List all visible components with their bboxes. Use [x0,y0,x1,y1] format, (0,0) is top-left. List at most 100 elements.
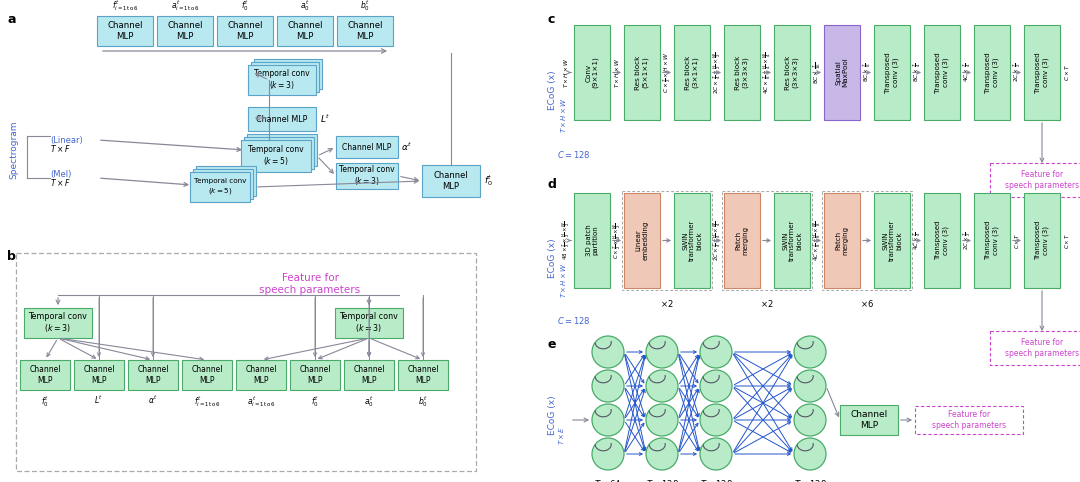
Text: c: c [548,13,555,26]
Text: Feature for
speech parameters: Feature for speech parameters [1004,338,1079,358]
Text: $C\times T$: $C\times T$ [1063,232,1071,249]
Text: $\alpha^t$: $\alpha^t$ [148,394,158,406]
Text: Temporal conv
$(k=3)$: Temporal conv $(k=3)$ [339,164,395,187]
Text: $C=128$: $C=128$ [557,149,591,161]
Text: Temporal conv
$(k=5)$: Temporal conv $(k=5)$ [248,145,303,167]
Text: Transposed
conv (3): Transposed conv (3) [935,52,948,93]
Text: $L^t$: $L^t$ [94,394,104,406]
FancyBboxPatch shape [422,165,480,197]
FancyBboxPatch shape [251,62,319,92]
Text: $C=128$: $C=128$ [557,314,591,325]
Text: $8C\times\frac{T}{16}$: $8C\times\frac{T}{16}$ [811,61,823,84]
FancyBboxPatch shape [399,360,448,390]
Text: Patch
merging: Patch merging [735,226,748,255]
FancyBboxPatch shape [241,140,311,172]
Text: SWIN
transformer
block: SWIN transformer block [681,220,702,261]
Text: $f^t_0$: $f^t_0$ [241,0,248,13]
Text: e: e [548,338,556,351]
Text: Spatial
MaxPool: Spatial MaxPool [836,58,849,87]
FancyBboxPatch shape [335,308,403,338]
Text: ECoG (x): ECoG (x) [549,70,557,110]
Text: Channel
MLP: Channel MLP [353,365,384,385]
Text: $2C\times\frac{T}{2}$: $2C\times\frac{T}{2}$ [1011,63,1023,82]
Text: ECoG (x): ECoG (x) [549,395,557,435]
Text: ECoG (x): ECoG (x) [549,238,557,278]
Circle shape [700,370,732,402]
FancyBboxPatch shape [774,25,810,120]
Text: Channel
MLP: Channel MLP [167,21,203,40]
Circle shape [700,438,732,470]
FancyBboxPatch shape [840,405,897,435]
FancyBboxPatch shape [924,25,960,120]
FancyBboxPatch shape [244,137,314,169]
Text: $T\times 128$: $T\times 128$ [646,478,678,482]
Text: Spectrogram: Spectrogram [10,121,18,179]
FancyBboxPatch shape [824,193,860,288]
Text: $T\times H\times W$: $T\times H\times W$ [558,97,567,133]
FancyBboxPatch shape [21,360,70,390]
Text: $C\times T$: $C\times T$ [1063,64,1071,81]
Text: Channel
MLP: Channel MLP [83,365,114,385]
FancyBboxPatch shape [248,107,316,131]
Text: Channel
MLP: Channel MLP [850,410,888,429]
FancyBboxPatch shape [190,172,249,202]
FancyBboxPatch shape [924,193,960,288]
Circle shape [646,370,678,402]
Text: $a^t_0$: $a^t_0$ [364,394,374,409]
Circle shape [700,404,732,436]
Text: SWIN
transformer
block: SWIN transformer block [882,220,902,261]
Text: $f^t_0$: $f^t_0$ [41,394,49,409]
FancyBboxPatch shape [1024,25,1059,120]
Text: $4C\times\frac{T}{8}\times\frac{H}{4}\times\frac{W}{4}$: $4C\times\frac{T}{8}\times\frac{H}{4}\ti… [761,51,773,94]
FancyBboxPatch shape [974,25,1010,120]
FancyBboxPatch shape [24,308,92,338]
Text: Temporal conv
$(k=5)$: Temporal conv $(k=5)$ [193,178,246,196]
Text: a: a [6,13,15,26]
FancyBboxPatch shape [674,193,710,288]
Text: $L^t$: $L^t$ [320,113,330,125]
Text: $T\times E$: $T\times E$ [557,425,567,444]
FancyBboxPatch shape [824,25,860,120]
Circle shape [592,336,624,368]
Circle shape [794,404,826,436]
Text: $T\times F$: $T\times F$ [50,143,70,153]
Text: b: b [6,250,16,263]
Text: Channel
MLP: Channel MLP [191,365,222,385]
FancyBboxPatch shape [336,163,399,189]
Text: Transposed
conv (3): Transposed conv (3) [886,52,899,93]
FancyBboxPatch shape [248,65,316,95]
Text: (Mel): (Mel) [50,170,71,178]
Text: Res block
(3×3×3): Res block (3×3×3) [785,55,799,90]
Text: Channel
MLP: Channel MLP [287,21,323,40]
Text: Channel
MLP: Channel MLP [107,21,143,40]
Circle shape [646,404,678,436]
Text: Res block
(3×1×1): Res block (3×1×1) [685,55,699,90]
Text: SWIN
transformer
block: SWIN transformer block [782,220,802,261]
Text: $T\times 128$: $T\times 128$ [700,478,732,482]
Circle shape [700,336,732,368]
Text: Res block
(5×1×1): Res block (5×1×1) [635,55,649,90]
FancyBboxPatch shape [217,16,273,46]
FancyBboxPatch shape [193,169,253,199]
Circle shape [592,438,624,470]
Text: $T\times F$: $T\times F$ [50,176,70,187]
Text: $4C\times\frac{T}{4}$: $4C\times\frac{T}{4}$ [961,63,973,82]
Text: $T\times H\times W$: $T\times H\times W$ [613,57,621,88]
Text: Transposed
conv (3): Transposed conv (3) [935,221,948,260]
FancyBboxPatch shape [183,360,232,390]
Circle shape [646,438,678,470]
Text: $T\times H\times W$: $T\times H\times W$ [558,262,567,298]
Text: Channel MLP: Channel MLP [342,143,392,151]
FancyBboxPatch shape [573,25,610,120]
Circle shape [794,336,826,368]
Text: Channel
MLP: Channel MLP [137,365,168,385]
FancyBboxPatch shape [1024,193,1059,288]
FancyBboxPatch shape [624,193,660,288]
FancyBboxPatch shape [237,360,286,390]
Text: $\times 2$: $\times 2$ [660,298,674,309]
Circle shape [646,336,678,368]
FancyBboxPatch shape [254,59,322,89]
Text: $T\times 64$: $T\times 64$ [594,478,622,482]
Text: $T\times 128$: $T\times 128$ [794,478,826,482]
Text: Channel
MLP: Channel MLP [299,365,330,385]
